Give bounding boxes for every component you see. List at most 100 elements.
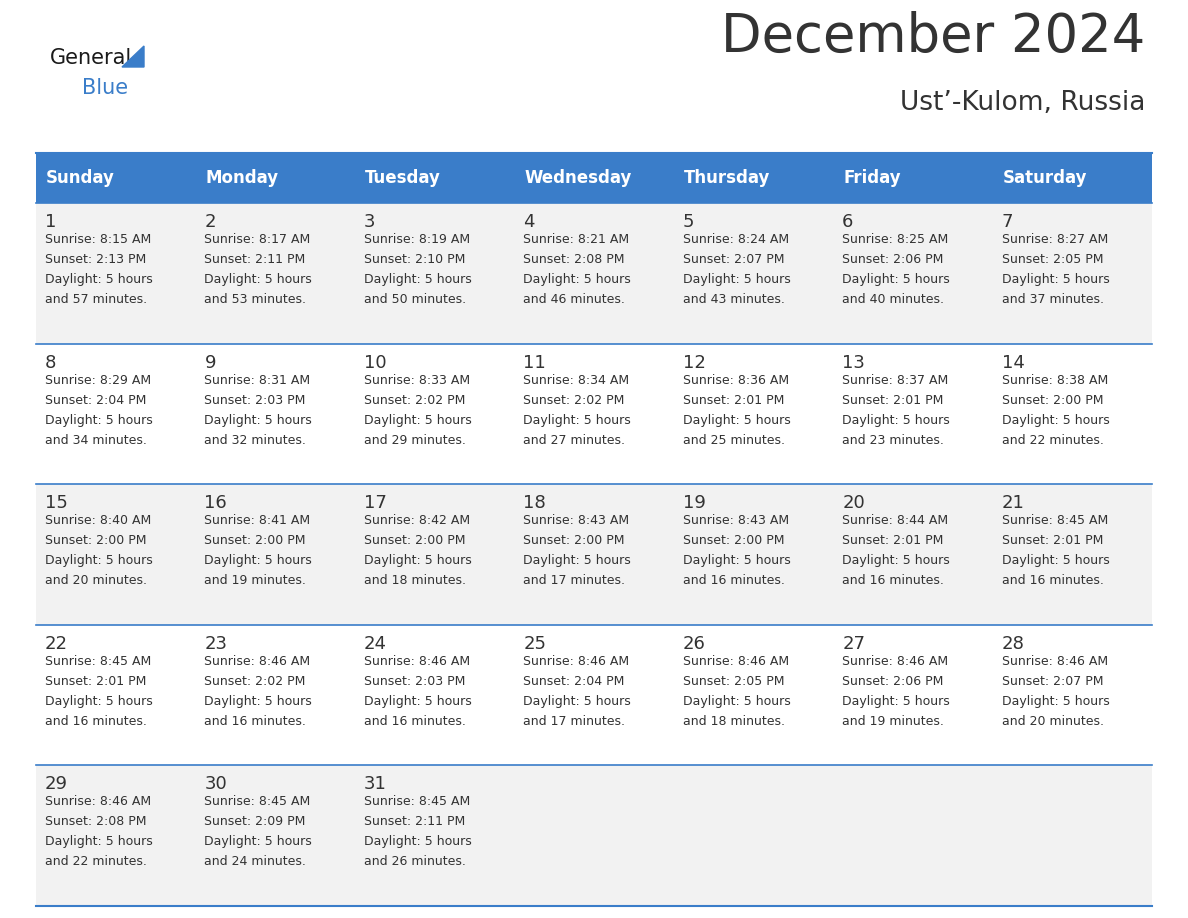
Text: and 29 minutes.: and 29 minutes. xyxy=(364,433,466,446)
Text: and 19 minutes.: and 19 minutes. xyxy=(204,574,307,588)
Text: and 18 minutes.: and 18 minutes. xyxy=(683,715,785,728)
Text: Daylight: 5 hours: Daylight: 5 hours xyxy=(45,414,153,427)
Text: Sunrise: 8:46 AM: Sunrise: 8:46 AM xyxy=(842,655,948,667)
Text: Sunset: 2:00 PM: Sunset: 2:00 PM xyxy=(683,534,784,547)
Text: Sunrise: 8:42 AM: Sunrise: 8:42 AM xyxy=(364,514,470,527)
Text: Wednesday: Wednesday xyxy=(524,169,632,187)
Text: and 26 minutes.: and 26 minutes. xyxy=(364,856,466,868)
Text: Sunset: 2:07 PM: Sunset: 2:07 PM xyxy=(1001,675,1104,688)
Text: 5: 5 xyxy=(683,213,694,231)
Text: 26: 26 xyxy=(683,635,706,653)
Text: and 20 minutes.: and 20 minutes. xyxy=(1001,715,1104,728)
Text: Sunset: 2:00 PM: Sunset: 2:00 PM xyxy=(523,534,625,547)
Text: and 22 minutes.: and 22 minutes. xyxy=(1001,433,1104,446)
Text: Sunrise: 8:38 AM: Sunrise: 8:38 AM xyxy=(1001,374,1108,386)
FancyBboxPatch shape xyxy=(36,153,1152,203)
Text: 8: 8 xyxy=(45,353,56,372)
Text: Daylight: 5 hours: Daylight: 5 hours xyxy=(204,414,312,427)
Text: Sunset: 2:08 PM: Sunset: 2:08 PM xyxy=(45,815,146,828)
Text: 1: 1 xyxy=(45,213,56,231)
Text: Blue: Blue xyxy=(82,78,128,98)
Text: and 16 minutes.: and 16 minutes. xyxy=(842,574,944,588)
Text: Daylight: 5 hours: Daylight: 5 hours xyxy=(45,695,153,708)
Text: Sunset: 2:04 PM: Sunset: 2:04 PM xyxy=(523,675,625,688)
Text: Sunrise: 8:45 AM: Sunrise: 8:45 AM xyxy=(1001,514,1108,527)
Text: Sunrise: 8:46 AM: Sunrise: 8:46 AM xyxy=(364,655,470,667)
Text: Sunrise: 8:34 AM: Sunrise: 8:34 AM xyxy=(523,374,630,386)
Text: Sunset: 2:01 PM: Sunset: 2:01 PM xyxy=(1001,534,1102,547)
Text: Sunrise: 8:43 AM: Sunrise: 8:43 AM xyxy=(523,514,630,527)
Text: Sunrise: 8:44 AM: Sunrise: 8:44 AM xyxy=(842,514,948,527)
Text: Sunset: 2:11 PM: Sunset: 2:11 PM xyxy=(364,815,466,828)
Text: Sunset: 2:08 PM: Sunset: 2:08 PM xyxy=(523,253,625,266)
Text: Sunrise: 8:46 AM: Sunrise: 8:46 AM xyxy=(1001,655,1107,667)
Text: Sunrise: 8:45 AM: Sunrise: 8:45 AM xyxy=(204,795,311,809)
Text: Sunset: 2:04 PM: Sunset: 2:04 PM xyxy=(45,394,146,407)
Text: Sunrise: 8:21 AM: Sunrise: 8:21 AM xyxy=(523,233,630,246)
Text: Sunrise: 8:41 AM: Sunrise: 8:41 AM xyxy=(204,514,310,527)
Text: 6: 6 xyxy=(842,213,853,231)
Text: and 17 minutes.: and 17 minutes. xyxy=(523,715,625,728)
Text: Daylight: 5 hours: Daylight: 5 hours xyxy=(364,414,472,427)
Text: Sunrise: 8:46 AM: Sunrise: 8:46 AM xyxy=(45,795,151,809)
Text: and 25 minutes.: and 25 minutes. xyxy=(683,433,785,446)
Text: Daylight: 5 hours: Daylight: 5 hours xyxy=(204,273,312,286)
Text: 20: 20 xyxy=(842,494,865,512)
Text: Daylight: 5 hours: Daylight: 5 hours xyxy=(45,835,153,848)
Text: Sunset: 2:01 PM: Sunset: 2:01 PM xyxy=(683,394,784,407)
Text: Sunrise: 8:25 AM: Sunrise: 8:25 AM xyxy=(842,233,948,246)
Text: Sunrise: 8:17 AM: Sunrise: 8:17 AM xyxy=(204,233,311,246)
Text: Daylight: 5 hours: Daylight: 5 hours xyxy=(523,554,631,567)
Text: and 16 minutes.: and 16 minutes. xyxy=(683,574,784,588)
Text: Daylight: 5 hours: Daylight: 5 hours xyxy=(204,835,312,848)
Polygon shape xyxy=(122,46,144,67)
Text: Sunrise: 8:15 AM: Sunrise: 8:15 AM xyxy=(45,233,151,246)
Text: Sunrise: 8:33 AM: Sunrise: 8:33 AM xyxy=(364,374,470,386)
Text: Sunrise: 8:45 AM: Sunrise: 8:45 AM xyxy=(364,795,470,809)
Text: Sunrise: 8:27 AM: Sunrise: 8:27 AM xyxy=(1001,233,1108,246)
Text: 25: 25 xyxy=(523,635,546,653)
Text: Sunset: 2:02 PM: Sunset: 2:02 PM xyxy=(523,394,625,407)
Text: and 23 minutes.: and 23 minutes. xyxy=(842,433,944,446)
Text: Sunset: 2:01 PM: Sunset: 2:01 PM xyxy=(842,534,943,547)
Text: and 16 minutes.: and 16 minutes. xyxy=(45,715,147,728)
Text: 15: 15 xyxy=(45,494,68,512)
FancyBboxPatch shape xyxy=(36,766,1152,906)
Text: Monday: Monday xyxy=(206,169,278,187)
Text: and 18 minutes.: and 18 minutes. xyxy=(364,574,466,588)
Text: Sunset: 2:01 PM: Sunset: 2:01 PM xyxy=(45,675,146,688)
Text: and 37 minutes.: and 37 minutes. xyxy=(1001,293,1104,306)
Text: 30: 30 xyxy=(204,776,227,793)
Text: Sunset: 2:03 PM: Sunset: 2:03 PM xyxy=(364,675,466,688)
Text: Daylight: 5 hours: Daylight: 5 hours xyxy=(1001,273,1110,286)
Text: and 22 minutes.: and 22 minutes. xyxy=(45,856,147,868)
Text: Sunset: 2:00 PM: Sunset: 2:00 PM xyxy=(45,534,146,547)
Text: 7: 7 xyxy=(1001,213,1013,231)
Text: 22: 22 xyxy=(45,635,68,653)
Text: Sunday: Sunday xyxy=(46,169,115,187)
Text: Daylight: 5 hours: Daylight: 5 hours xyxy=(683,554,790,567)
Text: 28: 28 xyxy=(1001,635,1024,653)
Text: Sunset: 2:05 PM: Sunset: 2:05 PM xyxy=(1001,253,1104,266)
Text: Daylight: 5 hours: Daylight: 5 hours xyxy=(364,695,472,708)
Text: Sunset: 2:00 PM: Sunset: 2:00 PM xyxy=(204,534,307,547)
Text: and 24 minutes.: and 24 minutes. xyxy=(204,856,307,868)
Text: Sunrise: 8:46 AM: Sunrise: 8:46 AM xyxy=(523,655,630,667)
Text: Sunset: 2:00 PM: Sunset: 2:00 PM xyxy=(364,534,466,547)
Text: Daylight: 5 hours: Daylight: 5 hours xyxy=(45,273,153,286)
Text: and 16 minutes.: and 16 minutes. xyxy=(364,715,466,728)
Text: 27: 27 xyxy=(842,635,865,653)
Text: Daylight: 5 hours: Daylight: 5 hours xyxy=(364,835,472,848)
Text: Sunset: 2:13 PM: Sunset: 2:13 PM xyxy=(45,253,146,266)
Text: Daylight: 5 hours: Daylight: 5 hours xyxy=(204,554,312,567)
Text: Sunrise: 8:36 AM: Sunrise: 8:36 AM xyxy=(683,374,789,386)
Text: Daylight: 5 hours: Daylight: 5 hours xyxy=(842,414,950,427)
FancyBboxPatch shape xyxy=(36,625,1152,766)
Text: 12: 12 xyxy=(683,353,706,372)
Text: Daylight: 5 hours: Daylight: 5 hours xyxy=(523,695,631,708)
Text: Daylight: 5 hours: Daylight: 5 hours xyxy=(1001,554,1110,567)
Text: and 27 minutes.: and 27 minutes. xyxy=(523,433,625,446)
Text: Sunrise: 8:31 AM: Sunrise: 8:31 AM xyxy=(204,374,310,386)
Text: Sunrise: 8:46 AM: Sunrise: 8:46 AM xyxy=(204,655,310,667)
Text: Sunset: 2:11 PM: Sunset: 2:11 PM xyxy=(204,253,305,266)
